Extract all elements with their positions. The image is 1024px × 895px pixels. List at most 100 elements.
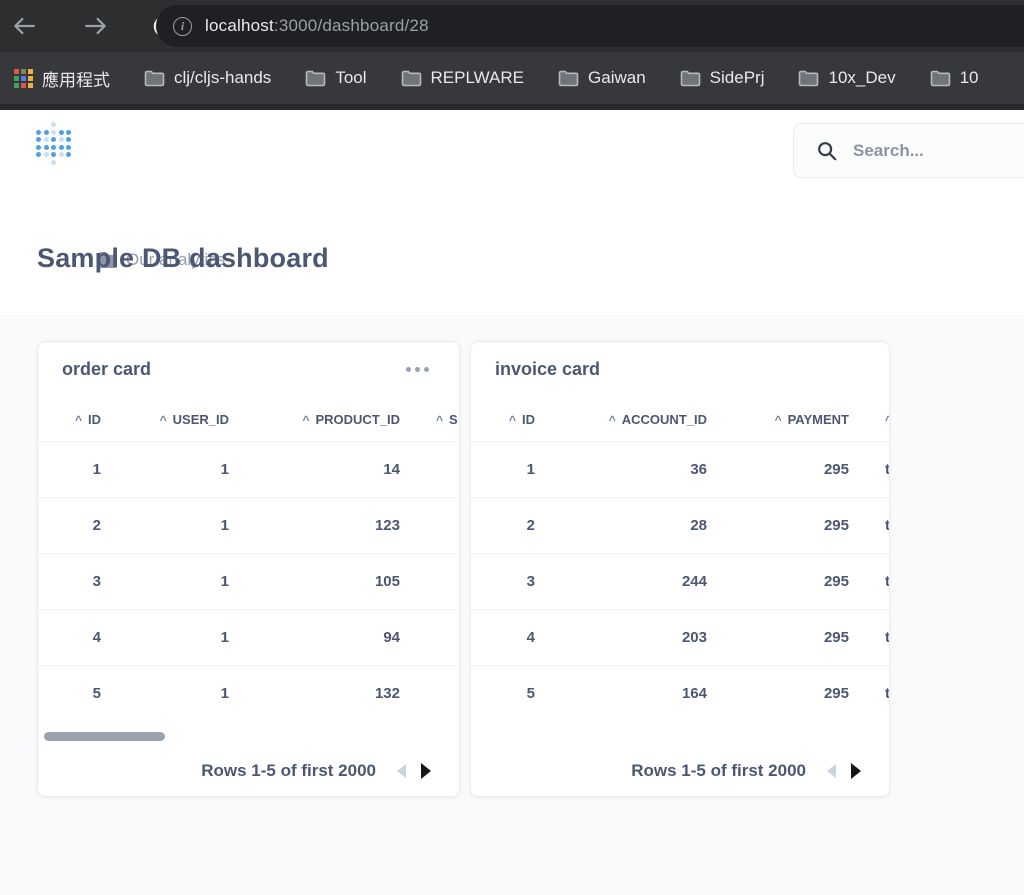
- table-row: 5 1 132: [38, 665, 459, 721]
- bookmarks-bar-edge: [0, 104, 1024, 110]
- site-info-icon[interactable]: i: [173, 16, 192, 36]
- table-cell[interactable]: 295: [715, 609, 857, 666]
- dashboard-grid: order card ^ ID ^ USER_ID ^ PRODUCT_ID ^ S 1 1 14 2…: [0, 315, 1024, 895]
- page-title: Sample DB dashboard: [37, 243, 329, 273]
- table-cell[interactable]: 1: [109, 553, 237, 610]
- table-cell[interactable]: 4: [38, 609, 109, 666]
- table-cell[interactable]: 1: [109, 441, 237, 498]
- table-cell[interactable]: 1: [38, 441, 109, 498]
- table-cell[interactable]: 2: [38, 497, 109, 554]
- table-cell[interactable]: 1: [109, 497, 237, 554]
- url-host: localhost: [205, 16, 274, 35]
- table-cell[interactable]: 1: [109, 609, 237, 666]
- table-cell[interactable]: 1: [220, 684, 229, 702]
- bookmark-folder[interactable]: Gaiwan: [558, 68, 646, 88]
- back-button[interactable]: [2, 4, 46, 48]
- column-header-payment[interactable]: ^ PAYMENT: [715, 399, 857, 442]
- card-menu-ellipsis-icon[interactable]: [406, 367, 429, 372]
- folder-icon: [306, 70, 326, 86]
- table-cell[interactable]: 14: [237, 441, 408, 498]
- table-cell[interactable]: 105: [237, 553, 408, 610]
- sort-chevron-icon: ^: [885, 413, 889, 427]
- bookmark-folder[interactable]: SidePrj: [680, 68, 765, 88]
- column-header-label: ID: [88, 412, 101, 428]
- table-cell[interactable]: [408, 609, 459, 666]
- next-page-button[interactable]: [851, 763, 861, 779]
- table-cell[interactable]: t: [885, 684, 890, 702]
- table-cell[interactable]: 1: [471, 441, 543, 498]
- address-bar[interactable]: i localhost:3000/dashboard/28: [156, 5, 1024, 47]
- table-cell[interactable]: 295: [715, 553, 857, 610]
- bookmark-folder[interactable]: clj/cljs-hands: [144, 68, 271, 88]
- table-cell[interactable]: t: [857, 497, 889, 554]
- table-cell[interactable]: t: [857, 441, 889, 498]
- horizontal-scrollbar[interactable]: [44, 732, 165, 741]
- table-cell[interactable]: 3: [38, 553, 109, 610]
- table-cell[interactable]: 4: [471, 609, 543, 666]
- sort-chevron-icon: ^: [74, 413, 82, 428]
- column-header-id[interactable]: ^ ID: [471, 399, 543, 442]
- card-title[interactable]: invoice card: [495, 359, 601, 379]
- table-cell[interactable]: t: [857, 553, 889, 610]
- table-cell[interactable]: 36: [543, 441, 715, 498]
- table-cell[interactable]: 3: [471, 553, 543, 610]
- table-row: 1 36 295 t: [471, 441, 889, 498]
- table-row: 4 203 295 t: [471, 609, 889, 666]
- folder-icon: [401, 70, 421, 86]
- table-row: 2 28 295 t: [471, 497, 889, 554]
- previous-page-button[interactable]: [827, 764, 836, 778]
- table-cell[interactable]: 295: [715, 497, 857, 554]
- column-header-s[interactable]: ^ S: [408, 399, 459, 442]
- search-box[interactable]: [793, 123, 1024, 178]
- breadcrumb-label: Our analytics: [126, 250, 226, 269]
- dashcard-order: order card ^ ID ^ USER_ID ^ PRODUCT_ID ^ S 1 1 14 2…: [37, 341, 460, 797]
- table-cell[interactable]: [408, 665, 459, 721]
- table-cell[interactable]: 2: [471, 497, 543, 554]
- table-cell[interactable]: [408, 441, 459, 498]
- apps-shortcut[interactable]: 應用程式: [14, 66, 110, 91]
- column-header-col3[interactable]: ^: [857, 399, 889, 442]
- table-cell[interactable]: 164: [681, 684, 707, 702]
- browser-topbar: i localhost:3000/dashboard/28: [0, 0, 1024, 52]
- bookmark-folder[interactable]: REPLWARE: [401, 68, 524, 88]
- table-cell[interactable]: 94: [237, 609, 408, 666]
- table-cell[interactable]: [408, 553, 459, 610]
- table-header-row: ^ ID ^ ACCOUNT_ID ^ PAYMENT ^: [471, 399, 889, 442]
- sort-chevron-icon: ^: [302, 413, 310, 428]
- arrow-right-icon: [85, 17, 106, 35]
- table-cell[interactable]: 244: [543, 553, 715, 610]
- bookmark-label: SidePrj: [709, 68, 765, 87]
- column-header-id[interactable]: ^ ID: [38, 399, 109, 442]
- table-cell[interactable]: 295: [823, 684, 849, 702]
- column-header-product_id[interactable]: ^ PRODUCT_ID: [237, 399, 408, 442]
- table-cell[interactable]: [408, 497, 459, 554]
- card-title[interactable]: order card: [62, 359, 152, 379]
- column-header-label: PRODUCT_ID: [315, 412, 400, 428]
- dashcard-invoice: invoice card ^ID^ACCOUNT_ID^PAYMENT^1362…: [470, 341, 890, 797]
- forward-button[interactable]: [74, 4, 118, 48]
- sort-chevron-icon: ^: [159, 413, 167, 428]
- column-header-account_id[interactable]: ^ ACCOUNT_ID: [543, 399, 715, 442]
- bookmark-folder[interactable]: 10x_Dev: [798, 68, 896, 88]
- next-page-button[interactable]: [421, 763, 431, 779]
- table-cell[interactable]: t: [857, 609, 889, 666]
- table-cell[interactable]: 5: [92, 684, 101, 702]
- previous-page-button[interactable]: [397, 764, 406, 778]
- column-header-user_id[interactable]: ^ USER_ID: [109, 399, 237, 442]
- bookmarks-bar: 應用程式 clj/cljs-hands Tool REPLWARE Gaiwan: [0, 52, 1024, 104]
- table-cell[interactable]: 203: [543, 609, 715, 666]
- bookmark-folder[interactable]: Tool: [305, 68, 367, 88]
- card-footer: Rows 1-5 of first 2000: [471, 746, 889, 796]
- table-cell[interactable]: 295: [715, 441, 857, 498]
- table-cell[interactable]: 123: [237, 497, 408, 554]
- table-cell[interactable]: 28: [543, 497, 715, 554]
- table-cell[interactable]: 132: [374, 684, 400, 702]
- folder-icon: [558, 70, 579, 86]
- table-cell[interactable]: 5: [526, 684, 535, 702]
- search-input[interactable]: [853, 140, 1023, 161]
- breadcrumb[interactable]: Our analytics: [99, 250, 225, 270]
- metabase-logo-icon[interactable]: [36, 122, 72, 165]
- result-table: ^ID^ACCOUNT_ID^PAYMENT^136295t228295t324…: [471, 399, 890, 721]
- card-header: order card: [38, 342, 459, 380]
- bookmark-folder[interactable]: 10: [930, 68, 979, 88]
